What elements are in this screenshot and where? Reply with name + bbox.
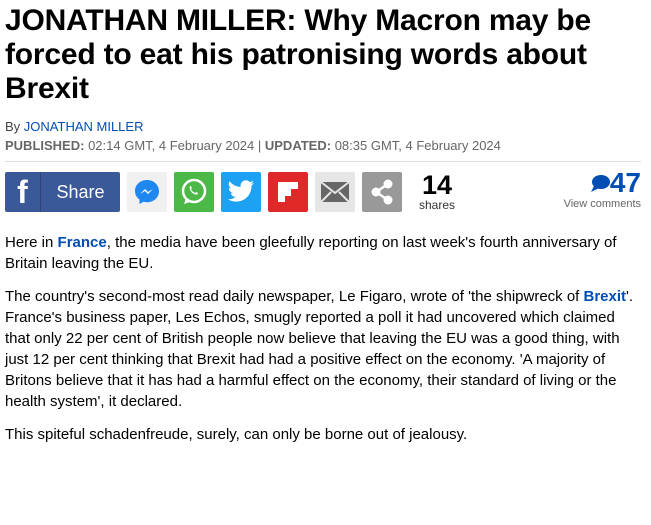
paragraph: This spiteful schadenfreude, surely, can…: [5, 424, 641, 445]
france-link[interactable]: France: [57, 234, 107, 251]
byline-prefix: By: [5, 119, 24, 134]
dates: PUBLISHED: 02:14 GMT, 4 February 2024 | …: [5, 138, 641, 153]
twitter-button[interactable]: [221, 172, 261, 212]
paragraph: The country's second-most read daily new…: [5, 286, 641, 412]
share-count-label: shares: [419, 198, 456, 212]
email-icon: [320, 181, 350, 203]
twitter-icon: [228, 180, 254, 202]
divider: [5, 161, 641, 162]
facebook-share-label: Share: [56, 181, 105, 202]
text: '. France's business paper, Les Echos, s…: [5, 288, 634, 410]
facebook-share-button[interactable]: f Share: [5, 172, 120, 212]
facebook-icon: f: [5, 172, 41, 212]
comments-link[interactable]: 47 View comments: [563, 167, 641, 211]
text: , the media have been gleefully reportin…: [5, 234, 617, 272]
updated-date: 08:35 GMT, 4 February 2024: [331, 138, 501, 153]
more-share-button[interactable]: [362, 172, 402, 212]
published-date: 02:14 GMT, 4 February 2024 |: [84, 138, 265, 153]
updated-label: UPDATED:: [264, 138, 332, 153]
whatsapp-icon: [181, 178, 207, 204]
whatsapp-button[interactable]: [174, 172, 214, 212]
comment-bubble-icon: [590, 175, 610, 192]
text: The country's second-most read daily new…: [5, 288, 584, 305]
messenger-icon: [135, 180, 159, 204]
published-label: PUBLISHED:: [5, 138, 85, 153]
share-count: 14 shares: [419, 170, 456, 213]
author-link[interactable]: JONATHAN MILLER: [23, 119, 144, 134]
messenger-button[interactable]: [127, 172, 167, 212]
text: Here in: [5, 234, 58, 251]
flipboard-button[interactable]: [268, 172, 308, 212]
flipboard-icon: [278, 182, 298, 202]
byline: By JONATHAN MILLER: [5, 119, 641, 134]
text: This spiteful schadenfreude, surely, can…: [5, 426, 468, 443]
email-button[interactable]: [315, 172, 355, 212]
comment-count: 47: [609, 167, 641, 198]
headline: JONATHAN MILLER: Why Macron may be force…: [5, 4, 592, 105]
share-icon: [371, 179, 393, 205]
view-comments-label: View comments: [563, 198, 641, 210]
brexit-link[interactable]: Brexit: [583, 288, 627, 305]
paragraph: Here in France, the media have been glee…: [5, 232, 641, 274]
share-bar: f Share 14 shares 47 View comments: [5, 168, 641, 213]
share-count-number: 14: [421, 170, 453, 200]
